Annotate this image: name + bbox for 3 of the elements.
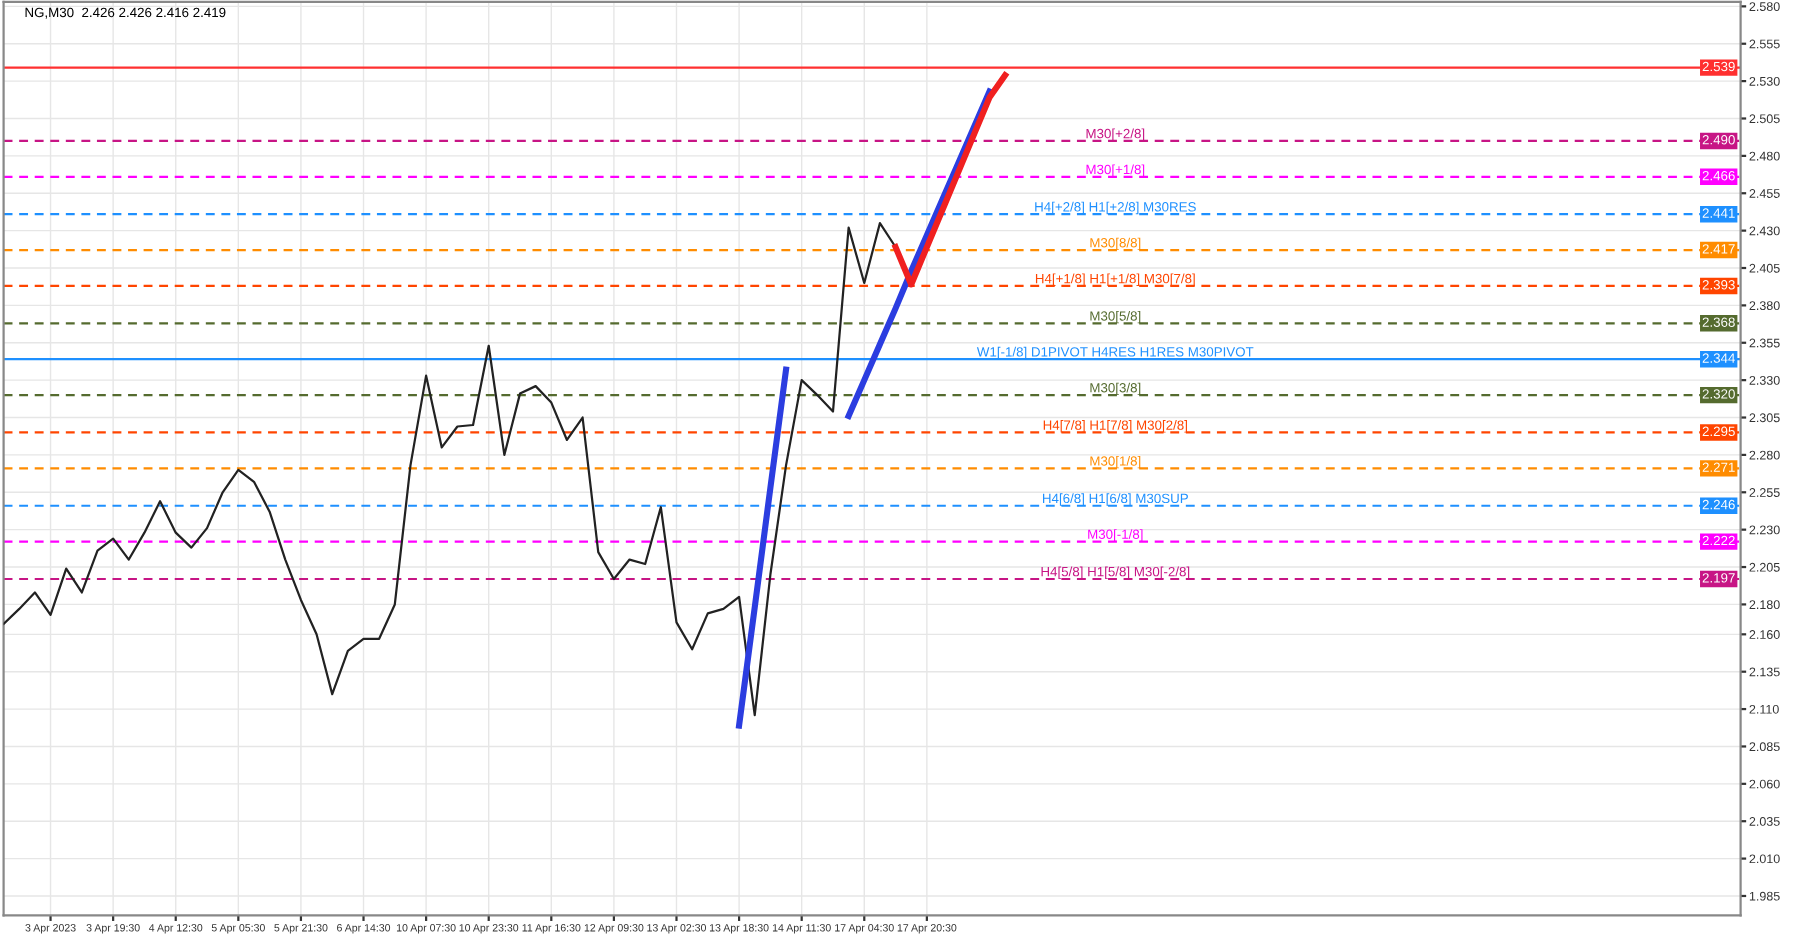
line-series <box>892 72 1009 288</box>
line-series <box>736 366 790 729</box>
line-series <box>3 222 897 717</box>
